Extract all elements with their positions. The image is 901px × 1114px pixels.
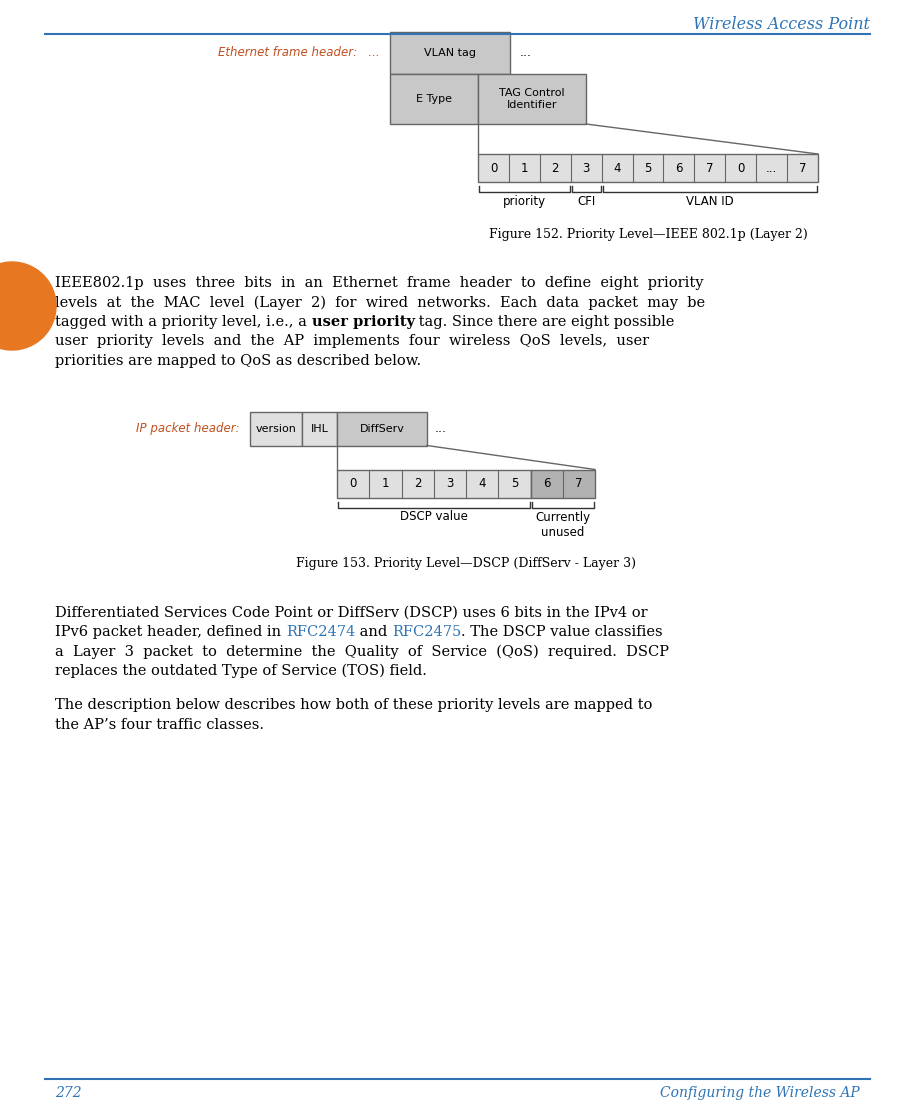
Text: priority: priority bbox=[503, 195, 546, 208]
Text: priorities are mapped to QoS as described below.: priorities are mapped to QoS as describe… bbox=[55, 354, 421, 368]
Text: RFC2474: RFC2474 bbox=[286, 625, 355, 639]
Text: E Type: E Type bbox=[416, 94, 452, 104]
Text: replaces the outdated Type of Service (TOS) field.: replaces the outdated Type of Service (T… bbox=[55, 664, 427, 678]
Text: 7: 7 bbox=[799, 162, 806, 175]
Text: 1: 1 bbox=[382, 477, 389, 490]
Text: VLAN tag: VLAN tag bbox=[424, 48, 476, 58]
Text: 4: 4 bbox=[478, 477, 486, 490]
Text: ...: ... bbox=[520, 47, 532, 59]
Text: levels  at  the  MAC  level  (Layer  2)  for  wired  networks.  Each  data  pack: levels at the MAC level (Layer 2) for wi… bbox=[55, 295, 705, 310]
Text: 6: 6 bbox=[543, 477, 551, 490]
Text: IP packet header:: IP packet header: bbox=[136, 422, 240, 434]
Text: ...: ... bbox=[766, 162, 778, 175]
Text: Wireless Access Point: Wireless Access Point bbox=[693, 16, 870, 33]
Text: 6: 6 bbox=[675, 162, 683, 175]
Text: ...: ... bbox=[435, 422, 447, 434]
Text: tag. Since there are eight possible: tag. Since there are eight possible bbox=[414, 315, 675, 329]
Text: 0: 0 bbox=[737, 162, 744, 175]
Text: Differentiated Services Code Point or DiffServ (DSCP) uses 6 bits in the IPv4 or: Differentiated Services Code Point or Di… bbox=[55, 606, 648, 619]
Text: user priority: user priority bbox=[312, 315, 414, 329]
Text: 5: 5 bbox=[644, 162, 651, 175]
Text: and: and bbox=[355, 625, 392, 639]
Bar bbox=[390, 74, 478, 124]
Text: TAG Control
Identifier: TAG Control Identifier bbox=[499, 88, 565, 110]
Text: 7: 7 bbox=[706, 162, 714, 175]
Text: Configuring the Wireless AP: Configuring the Wireless AP bbox=[660, 1086, 860, 1100]
Text: 2: 2 bbox=[414, 477, 422, 490]
Text: 1: 1 bbox=[521, 162, 528, 175]
Bar bbox=[302, 411, 337, 446]
Text: Currently
unused: Currently unused bbox=[535, 510, 590, 538]
Text: DSCP value: DSCP value bbox=[400, 510, 468, 524]
Bar bbox=[478, 74, 586, 124]
Text: DiffServ: DiffServ bbox=[359, 423, 405, 433]
Text: 3: 3 bbox=[582, 162, 590, 175]
Text: tagged with a priority level, i.e., a: tagged with a priority level, i.e., a bbox=[55, 315, 312, 329]
Text: Ethernet frame header:   ...: Ethernet frame header: ... bbox=[218, 47, 380, 59]
Text: . The DSCP value classifies: . The DSCP value classifies bbox=[461, 625, 663, 639]
Bar bbox=[478, 154, 818, 182]
Text: IHL: IHL bbox=[311, 423, 329, 433]
Text: CFI: CFI bbox=[577, 195, 596, 208]
Bar bbox=[250, 411, 302, 446]
Text: the AP’s four traffic classes.: the AP’s four traffic classes. bbox=[55, 719, 264, 732]
Text: Figure 152. Priority Level—IEEE 802.1p (Layer 2): Figure 152. Priority Level—IEEE 802.1p (… bbox=[488, 228, 807, 241]
Bar bbox=[337, 411, 427, 446]
Bar bbox=[337, 469, 531, 498]
Text: 7: 7 bbox=[575, 477, 583, 490]
Text: IPv6 packet header, defined in: IPv6 packet header, defined in bbox=[55, 625, 286, 639]
Text: 5: 5 bbox=[511, 477, 518, 490]
Bar bbox=[390, 32, 510, 74]
Text: 272: 272 bbox=[55, 1086, 82, 1100]
Text: 0: 0 bbox=[490, 162, 497, 175]
Text: Figure 153. Priority Level—DSCP (DiffServ - Layer 3): Figure 153. Priority Level—DSCP (DiffSer… bbox=[296, 557, 636, 570]
Circle shape bbox=[0, 262, 56, 350]
Text: IEEE802.1p  uses  three  bits  in  an  Ethernet  frame  header  to  define  eigh: IEEE802.1p uses three bits in an Etherne… bbox=[55, 276, 704, 290]
Text: 3: 3 bbox=[446, 477, 453, 490]
Bar bbox=[531, 469, 595, 498]
Text: RFC2475: RFC2475 bbox=[392, 625, 461, 639]
Text: 0: 0 bbox=[350, 477, 357, 490]
Text: user  priority  levels  and  the  AP  implements  four  wireless  QoS  levels,  : user priority levels and the AP implemen… bbox=[55, 334, 649, 349]
Text: a  Layer  3  packet  to  determine  the  Quality  of  Service  (QoS)  required. : a Layer 3 packet to determine the Qualit… bbox=[55, 645, 669, 658]
Text: The description below describes how both of these priority levels are mapped to: The description below describes how both… bbox=[55, 698, 652, 713]
Text: 2: 2 bbox=[551, 162, 559, 175]
Text: version: version bbox=[256, 423, 296, 433]
Text: VLAN ID: VLAN ID bbox=[686, 195, 733, 208]
Text: 4: 4 bbox=[614, 162, 621, 175]
